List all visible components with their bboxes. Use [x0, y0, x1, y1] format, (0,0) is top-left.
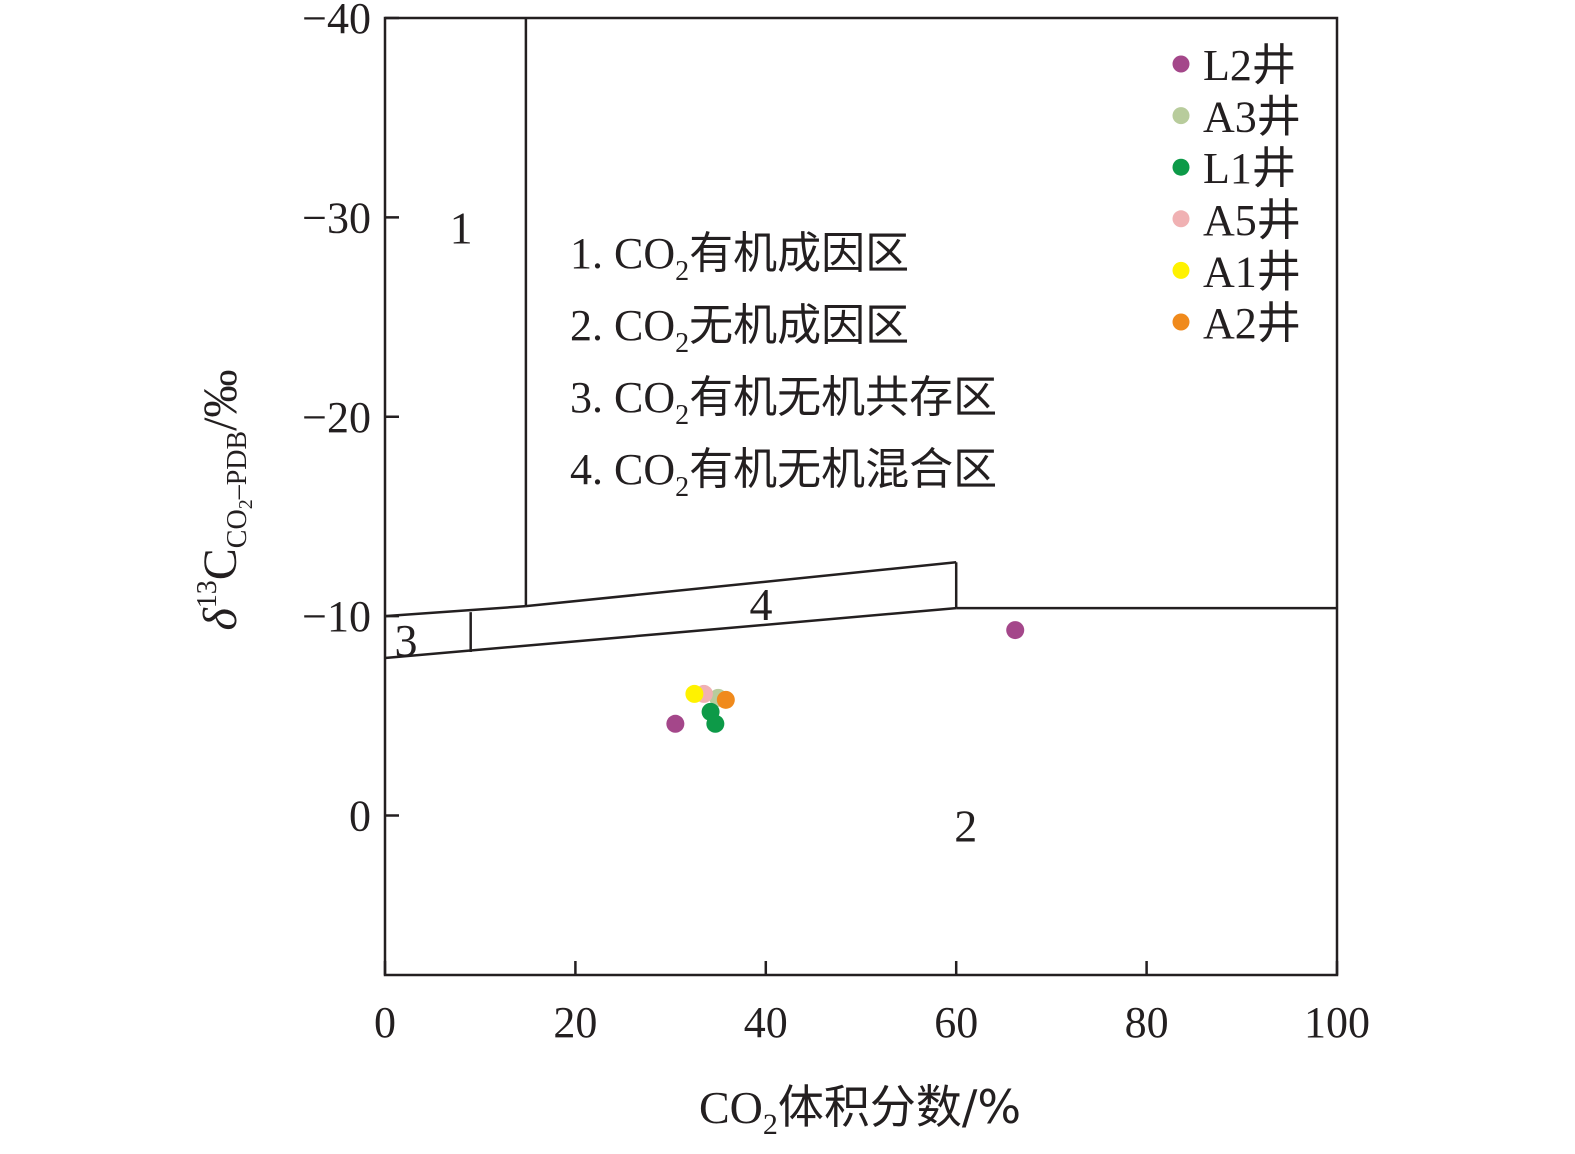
- legend-marker: [1172, 261, 1190, 279]
- zone-note-sub: 2: [675, 472, 689, 503]
- y-axis-label-unit: /‰: [194, 369, 247, 430]
- region-label: 2: [954, 800, 977, 851]
- x-axis-label-sub: 2: [763, 1108, 778, 1141]
- data-point: [666, 714, 685, 733]
- plot-frame: [383, 16, 1339, 977]
- legend-marker: [1172, 313, 1190, 331]
- x-tick-label: 60: [934, 998, 978, 1047]
- zone-note-suffix: 无机成因区: [689, 300, 909, 351]
- y-axis-label-sup: 13: [192, 580, 223, 608]
- x-tick-label: 100: [1304, 998, 1370, 1047]
- data-point: [716, 690, 735, 709]
- zone-boundary-line: [384, 606, 957, 660]
- zone-note-suffix: 有机无机共存区: [689, 372, 997, 423]
- x-tick-label: 20: [553, 998, 597, 1047]
- zone-note-sub: 2: [675, 328, 689, 359]
- x-axis-label-rest: 体积分数/%: [778, 1080, 1021, 1134]
- y-axis: −40 −30 −20 −10 0: [302, 0, 399, 841]
- zone-boundary-line: [384, 604, 526, 618]
- zone-note-sub: 2: [675, 400, 689, 431]
- x-axis-label: CO2体积分数/%: [699, 1080, 1021, 1141]
- data-point: [685, 684, 704, 703]
- y-axis-label-sub3: –PDB: [222, 431, 253, 500]
- data-point: [1006, 621, 1025, 640]
- x-tick-label: 80: [1125, 998, 1169, 1047]
- data-point: [706, 714, 725, 733]
- y-axis-label-sub1: CO: [222, 509, 253, 548]
- y-tick-label: −10: [302, 592, 371, 641]
- legend-marker: [1172, 107, 1190, 125]
- zone-note: 3. CO2有机无机共存区: [570, 372, 997, 431]
- y-axis-label-c: C: [194, 548, 247, 580]
- legend-label: A5井: [1203, 196, 1301, 245]
- zone-boundaries: [384, 18, 1337, 660]
- zone-note-prefix: 3. CO: [570, 373, 675, 422]
- legend-marker: [1172, 158, 1190, 176]
- zone-note-sub: 2: [675, 256, 689, 287]
- y-axis-label: δ13CCO2–PDB/‰: [192, 369, 257, 630]
- zone-note: 4. CO2有机无机混合区: [570, 444, 997, 503]
- zone-note-prefix: 1. CO: [570, 229, 675, 278]
- data-points: [666, 621, 1025, 733]
- legend-label: A2井: [1203, 299, 1301, 348]
- zone-note-suffix: 有机成因区: [689, 228, 909, 279]
- x-tick-label: 0: [374, 998, 396, 1047]
- x-axis: 0 20 40 60 80 100: [374, 961, 1370, 1047]
- zone-note: 1. CO2有机成因区: [570, 228, 909, 287]
- region-label: 4: [750, 579, 773, 630]
- zone-note-prefix: 4. CO: [570, 445, 675, 494]
- region-label: 1: [450, 202, 473, 253]
- y-axis-label-delta: δ: [194, 608, 247, 631]
- y-tick-label: −40: [302, 0, 371, 43]
- y-tick-label: 0: [349, 792, 371, 841]
- y-tick-label: −30: [302, 193, 371, 242]
- legend-label: A3井: [1203, 93, 1301, 142]
- region-labels: 1 2 3 4: [394, 202, 977, 851]
- legend-marker: [1172, 210, 1190, 228]
- legend-label: A1井: [1203, 247, 1301, 296]
- legend-label: L1井: [1203, 144, 1296, 193]
- legend-label: L2井: [1203, 41, 1296, 90]
- y-axis-label-sub2: 2: [235, 499, 257, 509]
- zone-boundary-line: [525, 561, 957, 608]
- legend-marker: [1172, 55, 1190, 73]
- region-label: 3: [394, 615, 417, 666]
- zone-note-prefix: 2. CO: [570, 301, 675, 350]
- x-axis-label-main: CO: [699, 1082, 763, 1133]
- zone-note: 2. CO2无机成因区: [570, 300, 909, 359]
- y-tick-label: −20: [302, 393, 371, 442]
- zone-note-suffix: 有机无机混合区: [689, 444, 997, 495]
- x-tick-label: 40: [744, 998, 788, 1047]
